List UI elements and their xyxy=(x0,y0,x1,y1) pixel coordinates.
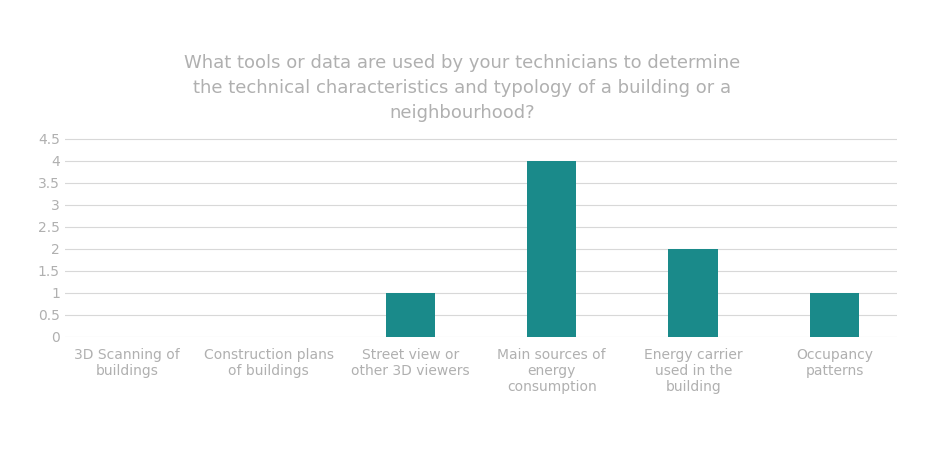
Bar xyxy=(527,161,576,337)
Bar xyxy=(810,293,859,337)
Bar xyxy=(669,249,718,337)
Bar xyxy=(386,293,435,337)
Text: What tools or data are used by your technicians to determine
the technical chara: What tools or data are used by your tech… xyxy=(184,54,741,122)
